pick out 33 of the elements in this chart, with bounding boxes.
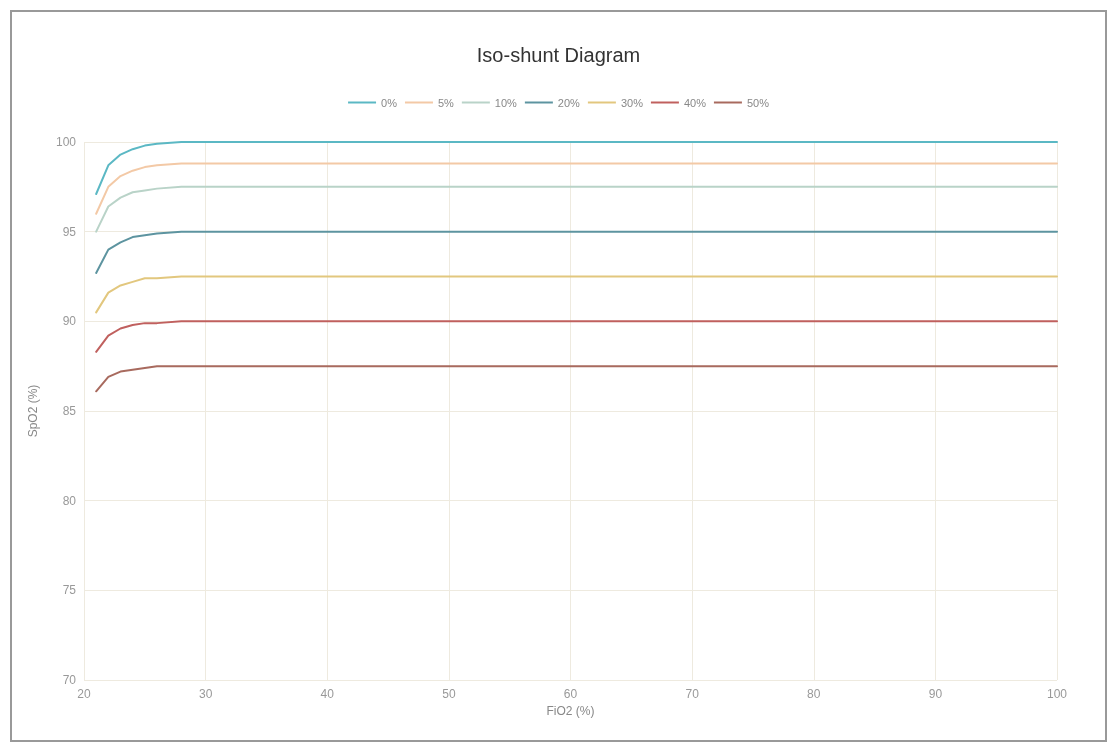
legend-label: 40% bbox=[683, 96, 707, 109]
y-tick-label: 70 bbox=[62, 673, 77, 687]
x-tick-label: 90 bbox=[928, 687, 943, 701]
line-series bbox=[95, 365, 1058, 393]
line-series bbox=[95, 185, 1058, 233]
x-tick-label: 40 bbox=[320, 687, 335, 701]
line-series bbox=[95, 275, 1058, 314]
x-tick-label: 80 bbox=[807, 687, 821, 701]
line-series bbox=[95, 162, 1058, 215]
legend-label: 0% bbox=[381, 96, 398, 109]
x-tick-label: 50 bbox=[442, 687, 456, 701]
line-series bbox=[95, 141, 1058, 196]
x-tick-label: 100 bbox=[1046, 687, 1068, 701]
y-tick-label: 75 bbox=[62, 583, 77, 598]
x-tick-label: 20 bbox=[77, 687, 91, 701]
y-tick-label: 95 bbox=[62, 224, 77, 239]
x-tick-label: 60 bbox=[563, 687, 578, 701]
y-tick-label: 80 bbox=[62, 493, 77, 508]
legend-label: 50% bbox=[746, 96, 770, 109]
chart-title: Iso-shunt Diagram bbox=[476, 44, 641, 66]
x-tick-label: 70 bbox=[685, 687, 700, 701]
y-tick-label: 90 bbox=[62, 314, 77, 329]
x-tick-label: 30 bbox=[198, 687, 213, 701]
x-axis-title: FiO2 (%) bbox=[546, 703, 595, 718]
y-tick-label: 85 bbox=[62, 404, 77, 418]
line-series bbox=[95, 320, 1058, 353]
legend-label: 10% bbox=[494, 96, 518, 109]
y-tick-label: 100 bbox=[55, 135, 77, 149]
legend-label: 5% bbox=[437, 96, 455, 109]
legend-label: 20% bbox=[557, 96, 581, 109]
line-series bbox=[95, 230, 1058, 274]
y-axis-title: SpO2 (%) bbox=[26, 384, 40, 438]
legend-label: 30% bbox=[620, 96, 644, 109]
